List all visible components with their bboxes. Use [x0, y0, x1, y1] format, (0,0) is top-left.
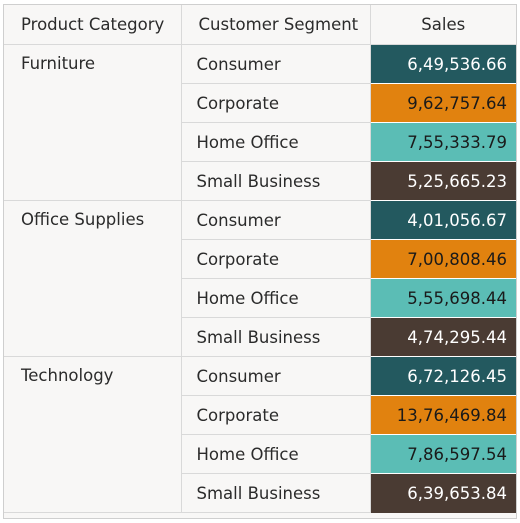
row-header-customer-segment[interactable]: Small Business — [181, 473, 371, 513]
row-header-product-category[interactable]: Furniture — [4, 44, 182, 201]
table-row: Furniture Consumer 6,49,536.66 — [4, 44, 516, 201]
row-header-customer-segment[interactable]: Consumer — [181, 44, 371, 84]
row-header-customer-segment[interactable]: Small Business — [181, 161, 371, 201]
row-header-customer-segment[interactable]: Consumer — [181, 200, 371, 240]
sales-value-cell[interactable]: 6,49,536.66 — [370, 44, 516, 84]
table-row: Small Business 5,25,665.23 — [4, 161, 516, 201]
row-header-customer-segment[interactable]: Corporate — [181, 239, 371, 279]
table-row: Corporate 7,00,808.46 — [4, 239, 516, 279]
header-row: Product Category Customer Segment Sales — [4, 5, 516, 45]
table-row: Home Office 7,86,597.54 — [4, 434, 516, 474]
sales-value-cell[interactable]: 7,86,597.54 — [370, 434, 516, 474]
sales-value-cell[interactable]: 6,72,126.45 — [370, 356, 516, 396]
table-row: Home Office 7,55,333.79 — [4, 122, 516, 162]
table-row: Corporate 13,76,469.84 — [4, 395, 516, 435]
row-header-customer-segment[interactable]: Corporate — [181, 83, 371, 123]
table-row: Corporate 9,62,757.64 — [4, 83, 516, 123]
table-row: Small Business 4,74,295.44 — [4, 317, 516, 357]
sales-value-cell[interactable]: 13,76,469.84 — [370, 395, 516, 435]
row-header-product-category[interactable]: Office Supplies — [4, 200, 182, 357]
row-header-customer-segment[interactable]: Home Office — [181, 278, 371, 318]
sales-value-cell[interactable]: 5,25,665.23 — [370, 161, 516, 201]
sales-value-cell[interactable]: 9,62,757.64 — [370, 83, 516, 123]
column-header-product-category[interactable]: Product Category — [4, 5, 182, 45]
table-row: Home Office 5,55,698.44 — [4, 278, 516, 318]
row-header-customer-segment[interactable]: Home Office — [181, 434, 371, 474]
row-header-customer-segment[interactable]: Home Office — [181, 122, 371, 162]
sales-value-cell[interactable]: 4,74,295.44 — [370, 317, 516, 357]
row-header-product-category[interactable]: Technology — [4, 356, 182, 513]
sales-value-cell[interactable]: 7,55,333.79 — [370, 122, 516, 162]
table-row: Small Business 6,39,653.84 — [4, 473, 516, 513]
column-header-customer-segment[interactable]: Customer Segment — [181, 5, 371, 45]
pivot-table-view: Product Category Customer Segment Sales … — [3, 4, 517, 519]
sales-value-cell[interactable]: 4,01,056.67 — [370, 200, 516, 240]
table-row: Office Supplies Consumer 4,01,056.67 — [4, 200, 516, 357]
column-header-sales[interactable]: Sales — [370, 5, 516, 45]
sales-value-cell[interactable]: 6,39,653.84 — [370, 473, 516, 513]
row-header-customer-segment[interactable]: Consumer — [181, 356, 371, 396]
sales-pivot-table: Product Category Customer Segment Sales … — [4, 5, 516, 513]
sales-value-cell[interactable]: 5,55,698.44 — [370, 278, 516, 318]
row-header-customer-segment[interactable]: Corporate — [181, 395, 371, 435]
table-row: Technology Consumer 6,72,126.45 — [4, 356, 516, 513]
row-header-customer-segment[interactable]: Small Business — [181, 317, 371, 357]
pivot-body: Furniture Consumer 6,49,536.66 Corporate 9,6… — [4, 44, 516, 513]
sales-value-cell[interactable]: 7,00,808.46 — [370, 239, 516, 279]
